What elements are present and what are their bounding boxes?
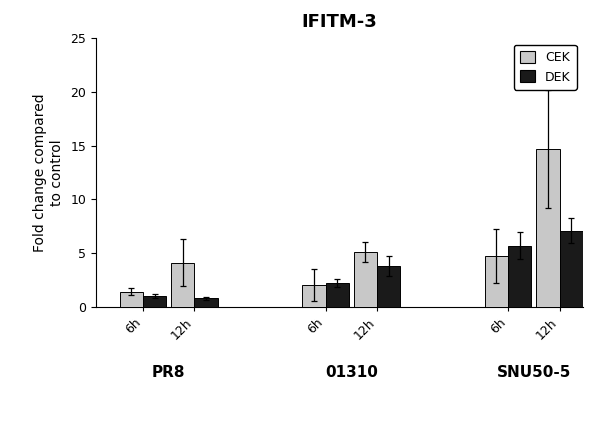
Bar (484, 256, 508, 307)
Bar (195, 298, 218, 307)
Bar (302, 285, 326, 307)
Bar (377, 266, 400, 307)
Text: SNU50-5: SNU50-5 (496, 365, 571, 380)
Bar (143, 296, 166, 307)
Bar (120, 292, 143, 307)
Title: IFITM-3: IFITM-3 (302, 13, 377, 31)
Bar (508, 245, 531, 307)
Text: 01310: 01310 (325, 365, 377, 380)
Y-axis label: Fold change compared
to control: Fold change compared to control (34, 93, 64, 252)
Bar (326, 283, 349, 307)
Legend: CEK, DEK: CEK, DEK (514, 45, 577, 90)
Bar (560, 230, 583, 307)
Bar (536, 149, 560, 307)
Bar (353, 252, 377, 307)
Text: PR8: PR8 (152, 365, 186, 380)
Bar (171, 263, 195, 307)
